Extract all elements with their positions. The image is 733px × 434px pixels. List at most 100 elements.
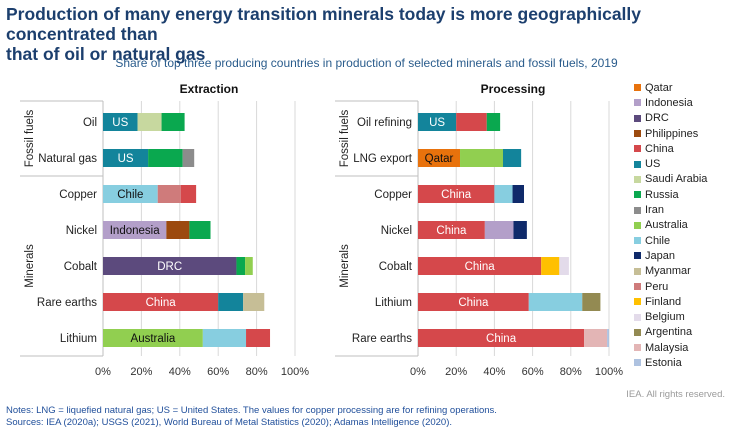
- bar-segment-iran: [182, 149, 195, 167]
- legend-item: Chile: [634, 233, 707, 248]
- legend-swatch: [634, 221, 641, 229]
- chart-subtitle: Share of top three producing countries i…: [115, 56, 618, 70]
- legend-item: China: [634, 141, 707, 156]
- bar-segment-china: [418, 221, 485, 239]
- legend-item: Finland: [634, 294, 707, 309]
- bar-segment-russia: [148, 149, 183, 167]
- legend-item: DRC: [634, 111, 707, 126]
- bar-segment-china: [418, 257, 542, 275]
- bar-segment-qatar: [418, 149, 461, 167]
- bar-data-label: US: [112, 117, 128, 129]
- group-label: Fossil fuels: [24, 109, 36, 167]
- bar-segment-china: [246, 329, 271, 347]
- legend-label: Japan: [645, 249, 675, 262]
- legend-label: Belgium: [645, 311, 685, 324]
- legend: Qatar Indonesia DRC Philippines China US Saudi…: [634, 80, 707, 371]
- legend-label: Chile: [645, 234, 671, 247]
- category-label: Cobalt: [379, 261, 413, 273]
- legend-label: China: [645, 142, 674, 155]
- bar-data-label: US: [429, 117, 445, 129]
- bar-segment-russia: [189, 221, 211, 239]
- x-tick-label: 60%: [207, 366, 229, 378]
- category-label: Natural gas: [38, 153, 97, 165]
- legend-label: Malaysia: [645, 341, 689, 354]
- legend-item: Malaysia: [634, 340, 707, 355]
- group-label: Fossil fuels: [339, 109, 351, 167]
- legend-item: Myanmar: [634, 264, 707, 279]
- bar-segment-belgium: [559, 257, 569, 275]
- bar-segment-russia: [236, 257, 246, 275]
- bar-segment-us: [218, 293, 244, 311]
- bar-data-label: US: [118, 153, 134, 165]
- bar-segment-indonesia: [103, 221, 167, 239]
- bar-segment-japan: [513, 221, 527, 239]
- bar-segment-australia: [460, 149, 503, 167]
- bar-segment-us: [103, 113, 138, 131]
- bar-segment-us: [103, 149, 149, 167]
- legend-item: Philippines: [634, 126, 707, 141]
- legend-label: Saudi Arabia: [645, 173, 708, 186]
- bar-data-label: Qatar: [425, 153, 454, 165]
- panel-title: Extraction: [180, 82, 239, 96]
- x-tick-label: 0%: [410, 366, 426, 378]
- category-label: Rare earths: [352, 333, 412, 345]
- rights-text: IEA. All rights reserved.: [626, 389, 725, 400]
- group-label: Minerals: [339, 244, 351, 288]
- legend-item: Peru: [634, 279, 707, 294]
- legend-label: Myanmar: [645, 265, 691, 278]
- x-tick-label: 20%: [445, 366, 467, 378]
- legend-swatch: [634, 206, 641, 214]
- bar-data-label: China: [146, 297, 177, 309]
- category-label: Nickel: [381, 225, 412, 237]
- legend-item: Qatar: [634, 80, 707, 95]
- legend-swatch: [634, 359, 641, 367]
- category-label: Lithium: [60, 333, 97, 345]
- legend-swatch: [634, 191, 641, 199]
- bar-segment-estonia: [607, 329, 609, 347]
- legend-label: Iran: [645, 204, 664, 217]
- panel-title: Processing: [481, 82, 546, 96]
- category-label: Cobalt: [64, 261, 98, 273]
- legend-swatch: [634, 237, 641, 245]
- category-label: Oil: [83, 117, 97, 129]
- bar-segment-australia: [245, 257, 253, 275]
- legend-item: Belgium: [634, 309, 707, 324]
- notes-block: Notes: LNG = liquefied natural gas; US =…: [6, 405, 497, 429]
- legend-label: Finland: [645, 295, 682, 308]
- bar-segment-philippines: [166, 221, 190, 239]
- sources-text: Sources: IEA (2020a); USGS (2021), World…: [6, 417, 453, 428]
- x-tick-label: 80%: [246, 366, 268, 378]
- legend-label: Russia: [645, 188, 679, 201]
- legend-item: Iran: [634, 202, 707, 217]
- bar-data-label: China: [486, 333, 517, 345]
- legend-swatch: [634, 283, 641, 290]
- bar-segment-chile: [202, 329, 247, 347]
- notes-text: Notes: LNG = liquefied natural gas; US =…: [6, 405, 497, 416]
- bar-segment-us: [502, 149, 522, 167]
- category-label: Nickel: [66, 225, 97, 237]
- bar-data-label: China: [441, 189, 472, 201]
- legend-item: Estonia: [634, 355, 707, 370]
- bar-segment-finland: [541, 257, 560, 275]
- bar-segment-japan: [512, 185, 525, 203]
- bar-segment-china: [103, 293, 219, 311]
- bar-data-label: China: [436, 225, 467, 237]
- legend-label: Australia: [645, 219, 688, 232]
- category-label: Oil refining: [357, 117, 412, 129]
- legend-swatch: [634, 130, 641, 138]
- legend-swatch: [634, 99, 641, 107]
- chart-title: Production of many energy transition min…: [6, 4, 731, 64]
- legend-swatch: [634, 114, 641, 122]
- x-tick-label: 40%: [169, 366, 191, 378]
- legend-label: US: [645, 158, 661, 171]
- legend-swatch: [634, 175, 641, 183]
- x-tick-label: 20%: [130, 366, 152, 378]
- legend-label: Argentina: [645, 326, 693, 339]
- bar-segment-chile: [528, 293, 583, 311]
- bar-segment-china: [418, 329, 585, 347]
- x-tick-label: 80%: [560, 366, 582, 378]
- bar-segment-chile: [494, 185, 513, 203]
- legend-item: Russia: [634, 187, 707, 202]
- legend-swatch: [634, 84, 641, 92]
- x-tick-label: 100%: [281, 366, 309, 378]
